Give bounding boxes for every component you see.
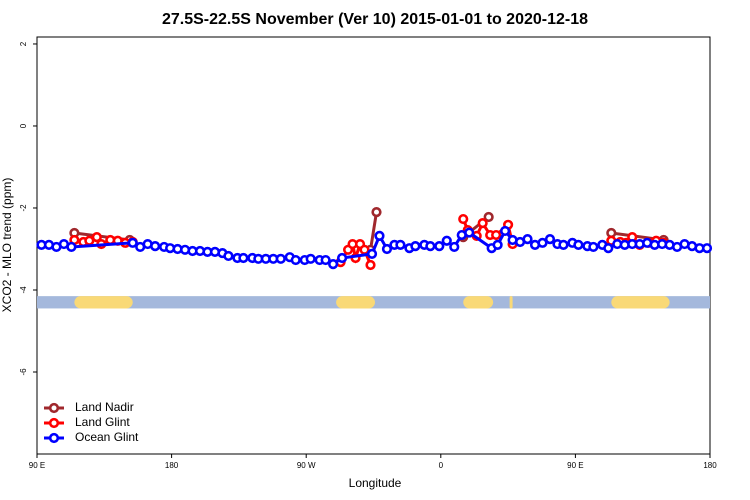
chart-title: 27.5S-22.5S November (Ver 10) 2015-01-01… (162, 11, 588, 28)
series-point (491, 229, 502, 241)
series-point (573, 239, 584, 250)
series-point (374, 230, 385, 241)
y-tick-label: -2 (19, 204, 28, 212)
x-tick-label: 90 E (567, 461, 583, 470)
series-point (522, 234, 533, 245)
series-point (328, 259, 339, 270)
series-line (74, 211, 664, 251)
series-point (434, 241, 445, 252)
x-tick-label: 90 E (29, 461, 45, 470)
series-point (238, 252, 249, 264)
y-tick-label: 2 (19, 41, 28, 46)
x-tick-label: 180 (703, 461, 717, 470)
legend-label: Land Glint (75, 415, 130, 429)
series-point (606, 227, 617, 239)
series-point (425, 241, 436, 252)
series-point (500, 225, 511, 237)
series-point (127, 237, 138, 248)
series-point (603, 243, 614, 254)
y-axis-label: XCO2 - MLO trend (ppm) (0, 178, 14, 313)
series-point (477, 218, 488, 229)
series-point (464, 227, 475, 238)
series-point (381, 243, 393, 255)
series-point (544, 234, 556, 245)
series-point (290, 254, 301, 266)
legend-marker (48, 402, 60, 414)
legend-marker (48, 417, 60, 429)
series-point (366, 248, 378, 260)
land-segment (74, 296, 133, 309)
series-point (395, 239, 406, 250)
legend-marker (48, 432, 60, 444)
x-tick-label: 0 (439, 461, 444, 470)
series-point (441, 235, 452, 246)
series-point (449, 241, 460, 253)
land-segment (611, 296, 670, 309)
land-segment (336, 296, 375, 309)
series-point (320, 254, 331, 266)
series-point (336, 252, 348, 264)
series-point (558, 239, 569, 250)
series-point (150, 241, 161, 252)
legend-label: Land Nadir (75, 400, 134, 414)
series-point (305, 253, 316, 264)
series-point (223, 250, 234, 262)
y-tick-label: 0 (19, 123, 28, 128)
legend-label: Ocean Glint (75, 430, 139, 444)
land-segment (463, 296, 494, 309)
series-point (91, 231, 102, 243)
series-point (371, 206, 382, 218)
series-point (275, 253, 286, 264)
x-axis-label: Longitude (349, 476, 402, 490)
x-tick-label: 90 W (297, 461, 316, 470)
series-point (492, 239, 503, 250)
series-point (588, 241, 599, 253)
series-point (410, 241, 421, 252)
series-point (365, 259, 376, 271)
land-segment (509, 296, 513, 309)
y-tick-label: -4 (19, 286, 28, 294)
series-point (66, 241, 77, 253)
x-tick-label: 180 (165, 461, 179, 470)
series-point (537, 237, 548, 248)
series-point (483, 211, 494, 223)
series-point (701, 243, 713, 254)
series-point (458, 213, 469, 225)
y-tick-label: -6 (19, 368, 28, 376)
